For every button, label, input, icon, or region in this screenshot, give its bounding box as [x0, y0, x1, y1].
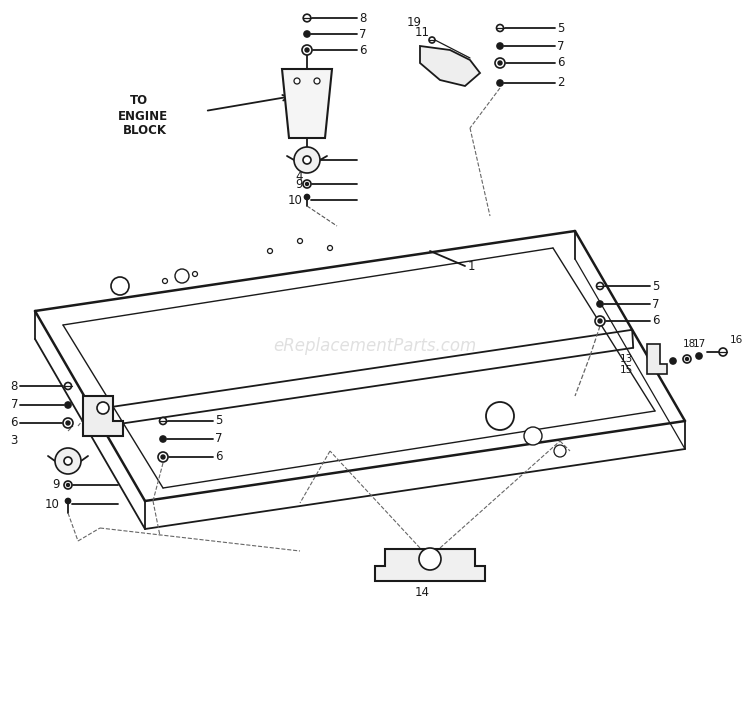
Text: 13: 13 [620, 354, 633, 364]
Circle shape [524, 427, 542, 445]
Circle shape [193, 272, 197, 277]
Circle shape [554, 445, 566, 457]
Circle shape [303, 14, 310, 22]
Text: eReplacementParts.com: eReplacementParts.com [273, 337, 477, 355]
Circle shape [294, 147, 320, 173]
Circle shape [111, 277, 129, 295]
Circle shape [696, 353, 702, 359]
Text: 7: 7 [215, 433, 223, 445]
Circle shape [595, 316, 605, 326]
Circle shape [302, 45, 312, 55]
Circle shape [305, 48, 309, 52]
Text: 10: 10 [45, 498, 60, 510]
Circle shape [163, 278, 167, 284]
Polygon shape [647, 344, 667, 374]
Circle shape [683, 355, 691, 363]
Circle shape [496, 25, 503, 32]
Circle shape [486, 402, 514, 430]
Circle shape [328, 246, 332, 251]
Text: 8: 8 [359, 11, 366, 25]
Circle shape [66, 421, 70, 425]
Text: 15: 15 [620, 365, 633, 375]
Circle shape [497, 43, 503, 49]
Text: 7: 7 [359, 28, 367, 40]
Text: 16: 16 [730, 335, 743, 345]
Text: 18: 18 [683, 339, 696, 349]
Circle shape [65, 402, 71, 408]
Text: 3: 3 [10, 434, 18, 448]
Circle shape [719, 348, 727, 356]
Circle shape [161, 455, 165, 459]
Text: 19: 19 [407, 16, 422, 30]
Text: 6: 6 [215, 450, 223, 464]
Circle shape [97, 402, 109, 414]
Circle shape [596, 282, 604, 289]
Circle shape [55, 448, 81, 474]
Text: 9: 9 [296, 177, 303, 191]
Circle shape [298, 239, 302, 244]
Text: ENGINE: ENGINE [118, 109, 168, 123]
Circle shape [314, 78, 320, 84]
Circle shape [495, 58, 505, 68]
Circle shape [160, 417, 166, 424]
Text: 7: 7 [557, 40, 565, 52]
Text: 5: 5 [215, 414, 222, 428]
Circle shape [64, 457, 72, 465]
Text: 14: 14 [415, 587, 430, 599]
Text: BLOCK: BLOCK [123, 124, 167, 138]
Text: 9: 9 [53, 479, 60, 491]
Circle shape [304, 31, 310, 37]
Circle shape [64, 383, 71, 390]
Text: 6: 6 [359, 44, 367, 56]
Circle shape [304, 194, 310, 200]
Circle shape [158, 452, 168, 462]
Text: 6: 6 [557, 56, 565, 69]
Text: 17: 17 [693, 339, 706, 349]
Circle shape [303, 180, 311, 188]
Circle shape [498, 61, 502, 65]
Polygon shape [420, 46, 480, 86]
Text: 6: 6 [652, 314, 659, 328]
Circle shape [65, 498, 70, 503]
Polygon shape [83, 396, 123, 436]
Text: 5: 5 [652, 280, 659, 292]
Circle shape [175, 269, 189, 283]
Circle shape [597, 301, 603, 307]
Polygon shape [282, 69, 332, 138]
Text: 7: 7 [652, 297, 659, 311]
Circle shape [294, 78, 300, 84]
Circle shape [305, 182, 308, 186]
Circle shape [303, 156, 311, 164]
Circle shape [670, 358, 676, 364]
Text: 10: 10 [288, 193, 303, 206]
Polygon shape [375, 549, 485, 581]
Text: 7: 7 [10, 398, 18, 412]
Circle shape [419, 548, 441, 570]
Circle shape [268, 249, 272, 253]
Circle shape [429, 37, 435, 43]
Circle shape [598, 319, 602, 323]
Text: 2: 2 [557, 76, 565, 90]
Text: 11: 11 [415, 27, 430, 40]
Text: TO: TO [130, 95, 148, 107]
Circle shape [63, 418, 73, 428]
Circle shape [160, 436, 166, 442]
Text: 8: 8 [10, 380, 18, 393]
Text: 4: 4 [296, 169, 303, 182]
Circle shape [64, 481, 72, 489]
Text: 1: 1 [468, 260, 476, 273]
Circle shape [497, 80, 503, 86]
Text: 6: 6 [10, 417, 18, 429]
Circle shape [67, 484, 70, 486]
Text: 5: 5 [557, 21, 564, 35]
Circle shape [686, 357, 688, 361]
